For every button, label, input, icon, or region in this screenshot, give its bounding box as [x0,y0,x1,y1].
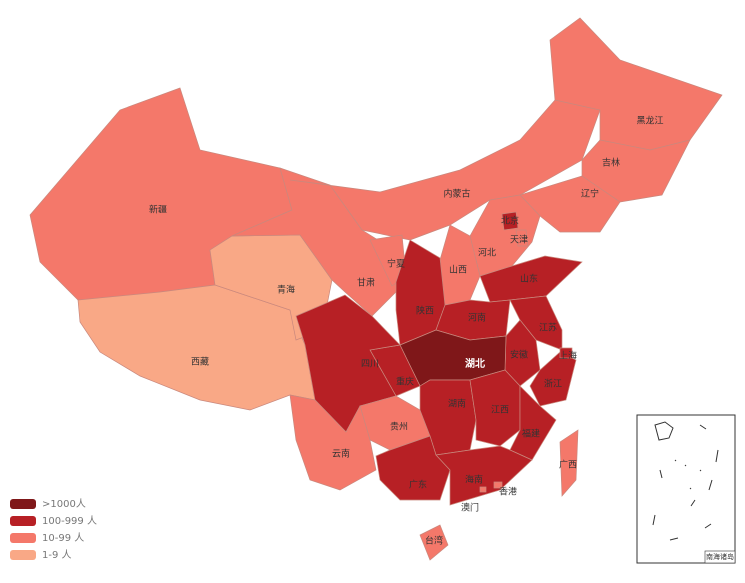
province-label: 吉林 [602,157,620,169]
province-label: 广西 [559,459,577,471]
province [581,139,691,203]
province-label: 新疆 [149,204,167,216]
province-label: 湖南 [448,398,466,410]
legend-swatch [10,533,36,543]
province-label: 山东 [520,273,538,285]
province-label: 贵州 [390,421,408,433]
province-label: 天津 [510,235,528,246]
province-label: 甘肃 [357,277,375,289]
province-label: 北京 [501,215,519,227]
province-label: 青海 [277,284,295,296]
province-label: 海南 [465,474,483,486]
province-label: 宁夏 [387,258,405,270]
province [559,429,579,497]
province-layer [29,17,723,561]
province-label: 重庆 [396,376,414,388]
province-label: 河北 [478,247,496,259]
legend: >1000人 100-999 人 10-99 人 1-9 人 [10,498,97,561]
province-label: 四川 [361,360,379,370]
province-label: 山西 [449,265,467,276]
province [419,524,449,561]
province-label: 江苏 [539,322,557,334]
province [479,486,487,493]
legend-swatch [10,550,36,560]
province-label: 西藏 [191,356,209,368]
province-label: 香港 [499,486,517,498]
inset-label-box [704,550,736,564]
province [515,229,529,247]
province [493,481,503,489]
province-label: 广东 [409,479,427,491]
province-label: 内蒙古 [443,188,470,200]
inset-frame [636,414,736,564]
province-label: 安徽 [510,349,528,361]
legend-label: >1000人 [42,498,86,510]
legend-swatch [10,516,36,526]
province-label: 浙江 [544,378,562,390]
province [289,99,601,241]
legend-label: 100-999 人 [42,515,97,527]
province-label: 黑龙江 [636,115,663,127]
inset-islands [652,421,719,541]
province-label: 辽宁 [581,188,599,200]
province [469,369,521,447]
province [435,445,533,506]
province-label: 上海 [559,350,577,362]
province-label: 福建 [522,428,540,440]
province-label: 云南 [332,448,350,460]
province-label: 湖北 [465,357,485,370]
province-label: 陕西 [416,305,434,317]
province-label: 台湾 [425,535,443,547]
legend-label: 1-9 人 [42,549,72,561]
legend-swatch [10,499,36,509]
province [559,347,573,359]
province-label: 河南 [468,312,486,324]
province [289,394,377,491]
inset-label: 南海诸岛 [706,552,734,561]
province-label: 澳门 [461,502,479,514]
province-label: 江西 [491,405,509,416]
legend-label: 10-99 人 [42,532,84,544]
province [501,211,519,231]
